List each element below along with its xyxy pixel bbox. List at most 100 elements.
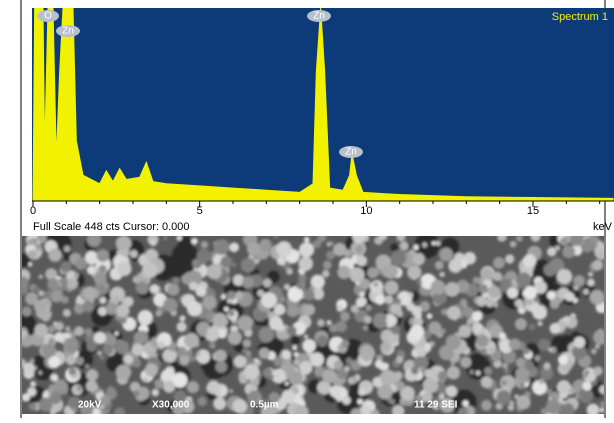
- sem-particle: [505, 254, 514, 263]
- sem-particle: [234, 355, 247, 368]
- sem-particle: [384, 280, 398, 294]
- sem-particle: [258, 327, 274, 343]
- sem-particle: [384, 295, 393, 304]
- sem-particle: [364, 316, 372, 324]
- sem-particle: [167, 284, 179, 296]
- sem-particle: [45, 268, 57, 280]
- sem-particle: [163, 298, 178, 313]
- sem-particle: [124, 355, 133, 364]
- sem-particle: [190, 356, 196, 362]
- sem-particle: [157, 341, 165, 349]
- sem-particle: [317, 336, 328, 347]
- sem-particle: [281, 390, 295, 404]
- sem-particle: [358, 388, 366, 396]
- sem-particle: [196, 349, 210, 363]
- sem-particle: [34, 300, 47, 313]
- sem-particle: [493, 257, 505, 269]
- sem-particle: [269, 316, 283, 330]
- sem-particle: [197, 397, 206, 406]
- sem-particle: [563, 316, 571, 324]
- sem-particle: [417, 347, 427, 357]
- page: Spectrum 1 O Zn Zn Zn Full Scale 448 cts…: [0, 0, 614, 423]
- sem-particle: [476, 296, 486, 306]
- sem-particle: [476, 334, 489, 347]
- sem-particle: [142, 262, 158, 278]
- peak-label: Zn: [62, 26, 74, 37]
- sem-particle: [541, 408, 548, 415]
- sem-particle: [390, 399, 395, 404]
- sem-particle: [177, 322, 187, 332]
- sem-particle: [150, 284, 160, 294]
- sem-particle: [233, 399, 248, 414]
- sem-particle: [86, 369, 98, 381]
- sem-particle: [374, 282, 378, 286]
- sem-particle: [213, 313, 228, 328]
- sem-particle: [68, 367, 76, 375]
- sem-particle: [38, 274, 43, 279]
- sem-particle: [408, 292, 413, 297]
- sem-particle: [77, 386, 82, 391]
- sem-particle: [74, 326, 84, 336]
- sem-particle: [28, 250, 37, 259]
- sem-particle: [388, 333, 399, 344]
- sem-particle: [87, 265, 96, 274]
- sem-particle: [400, 241, 409, 250]
- sem-particle: [481, 376, 493, 388]
- sem-particle: [482, 269, 493, 280]
- sem-particle: [497, 232, 506, 241]
- sem-particle: [227, 291, 236, 300]
- sem-particle: [83, 286, 96, 299]
- sem-particle: [287, 305, 299, 317]
- sem-particle: [475, 370, 480, 375]
- sem-particle: [114, 407, 125, 418]
- sem-particle: [280, 297, 286, 303]
- sem-particle: [355, 245, 363, 253]
- sem-particle: [488, 286, 501, 299]
- sem-particle: [196, 351, 201, 356]
- sem-label: 20kV: [78, 400, 102, 411]
- sem-particle: [340, 311, 350, 321]
- sem-particle: [336, 396, 341, 401]
- sem-particle: [132, 343, 144, 355]
- sem-particle: [326, 320, 331, 325]
- sem-particle: [103, 344, 114, 355]
- sem-particle: [469, 370, 474, 375]
- sem-particle: [481, 348, 488, 355]
- sem-particle: [259, 239, 271, 251]
- sem-particle: [357, 399, 363, 405]
- sem-particle: [96, 249, 109, 262]
- sem-particle: [543, 362, 550, 369]
- sem-particle: [87, 233, 101, 247]
- sem-particle: [22, 307, 32, 317]
- sem-particle: [117, 261, 132, 276]
- sem-particle: [287, 326, 297, 336]
- sem-particle: [595, 344, 600, 349]
- x-axis-label: keV: [593, 221, 613, 233]
- sem-particle: [38, 290, 44, 296]
- sem-particle: [207, 381, 221, 395]
- sem-label: 11 29 SEI: [414, 400, 458, 411]
- sem-particle: [75, 258, 87, 270]
- sem-particle: [413, 245, 419, 251]
- sem-particle: [569, 231, 584, 246]
- sem-particle: [565, 292, 575, 302]
- sem-particle: [462, 400, 468, 406]
- sem-particle: [155, 310, 162, 317]
- sem-particle: [322, 270, 330, 278]
- sem-particle: [229, 243, 239, 253]
- sem-particle: [427, 313, 433, 319]
- sem-particle: [304, 237, 310, 243]
- sem-particle: [273, 233, 279, 239]
- sem-particle: [35, 243, 42, 250]
- sem-particle: [121, 248, 130, 257]
- sem-particle: [179, 355, 190, 366]
- peak-label: Zn: [313, 11, 325, 22]
- sem-particle: [311, 275, 325, 289]
- sem-particle: [284, 284, 290, 290]
- sem-particle: [16, 276, 28, 288]
- sem-particle: [424, 369, 433, 378]
- sem-particle: [191, 238, 197, 244]
- sem-particle: [591, 348, 597, 354]
- sem-particle: [559, 403, 575, 418]
- sem-particle: [269, 374, 274, 379]
